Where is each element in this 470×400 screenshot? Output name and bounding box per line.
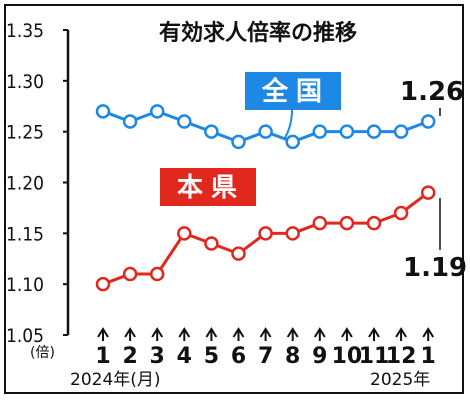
x-tick-arrow <box>259 327 272 341</box>
data-point-national <box>95 104 111 119</box>
data-point-prefecture <box>420 185 436 200</box>
data-point-prefecture <box>204 236 219 251</box>
data-point-national <box>177 114 192 129</box>
y-tick-label: 1.25 <box>6 122 44 144</box>
data-point-national <box>312 124 328 139</box>
data-point-national <box>204 124 219 139</box>
data-point-prefecture <box>231 246 246 261</box>
y-tick-label: 1.10 <box>6 274 44 296</box>
series-name-national: 全国 <box>261 76 330 107</box>
x-tick-label: 8 <box>285 344 300 369</box>
x-tick-label: 10 <box>332 344 363 369</box>
x-tick-label: 12 <box>386 344 417 369</box>
data-point-national <box>258 124 273 139</box>
y-tick-label: 1.35 <box>6 20 44 42</box>
end-label-prefecture: 1.19 <box>403 253 467 283</box>
data-point-national <box>231 134 246 150</box>
data-point-prefecture <box>149 266 165 282</box>
x-tick-arrow <box>313 327 326 341</box>
x-tick-label: 9 <box>312 344 327 369</box>
x-tick-label: 11 <box>359 344 390 369</box>
x-tick-arrow <box>151 327 164 341</box>
x-label-2024: 2024年(月) <box>70 370 161 390</box>
y-tick-label: 1.15 <box>6 223 44 245</box>
data-point-prefecture <box>285 226 300 241</box>
data-point-prefecture <box>177 226 192 241</box>
x-tick-arrow <box>422 327 435 341</box>
x-tick-arrow <box>286 327 299 341</box>
x-label-2025: 2025年 <box>370 370 430 390</box>
series-label-prefecture: 本県 <box>160 168 256 206</box>
data-point-prefecture <box>95 276 111 292</box>
data-point-prefecture <box>393 205 409 221</box>
y-unit-label: (倍) <box>30 345 55 361</box>
x-tick-arrow <box>395 327 407 341</box>
y-tick-label: 1.20 <box>6 173 44 195</box>
data-point-prefecture <box>312 215 328 231</box>
chart-title: 有効求人倍率の推移 <box>159 20 357 46</box>
series-label-national: 全国 <box>245 72 341 110</box>
x-tick-label: 1 <box>421 344 436 369</box>
y-tick-label: 1.30 <box>6 71 44 93</box>
data-point-national <box>366 124 382 139</box>
data-point-national <box>420 114 436 129</box>
y-tick-label: 1.05 <box>6 325 44 347</box>
x-tick-label: 5 <box>204 344 219 369</box>
data-point-prefecture <box>366 215 382 231</box>
x-tick-arrow <box>341 327 353 341</box>
x-tick-arrow <box>124 327 136 341</box>
x-tick-arrow <box>232 327 245 341</box>
data-point-prefecture <box>339 215 355 231</box>
data-point-national <box>393 124 409 139</box>
x-tick-label: 3 <box>150 344 165 369</box>
data-point-national <box>149 104 165 119</box>
series-label-leader-national <box>284 109 293 139</box>
end-label-national: 1.26 <box>400 77 464 107</box>
x-tick-arrow <box>205 327 218 341</box>
x-tick-arrow <box>368 327 380 341</box>
data-point-national <box>122 114 138 129</box>
series-name-prefecture: 本県 <box>177 173 245 203</box>
data-point-prefecture <box>122 266 138 282</box>
x-tick-label: 2 <box>122 344 137 369</box>
x-tick-label: 4 <box>177 344 192 369</box>
data-point-national <box>339 124 355 139</box>
x-tick-label: 7 <box>258 344 273 369</box>
x-tick-arrow <box>178 327 191 341</box>
data-point-national <box>285 134 300 150</box>
x-tick-label: 6 <box>231 344 246 369</box>
x-tick-label: 1 <box>95 344 110 369</box>
x-tick-arrow <box>97 327 109 341</box>
data-point-prefecture <box>258 226 273 241</box>
